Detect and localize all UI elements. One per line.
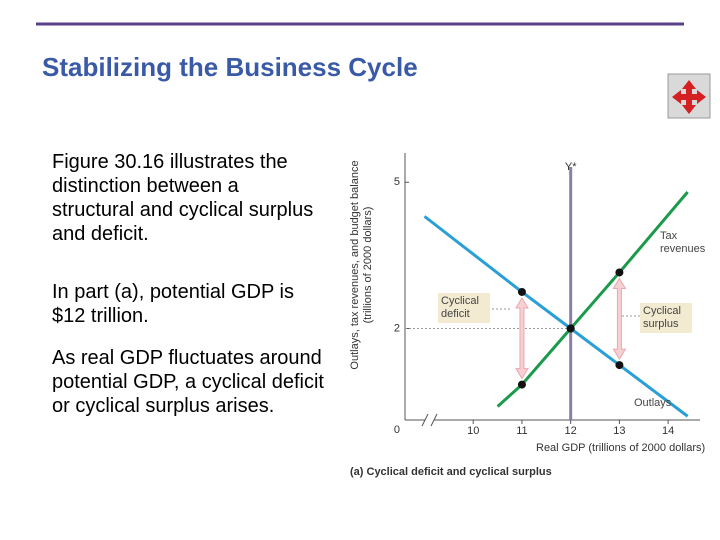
surplus-arrow [612, 277, 627, 361]
y-tick-label: 5 [394, 176, 400, 188]
y-axis-label: Outlays, tax revenues, and budget balanc… [349, 160, 374, 370]
annotation: Cyclical deficit [438, 293, 490, 323]
paragraph: Figure 30.16 illustrates the distinction… [52, 151, 314, 245]
point [517, 287, 526, 296]
potential-label: Y* [565, 161, 577, 173]
series-label: Tax revenues [660, 230, 706, 255]
point [517, 380, 526, 389]
x-tick-label: 13 [613, 425, 625, 437]
annotation: Cyclical surplus [640, 303, 692, 333]
point [566, 324, 575, 333]
x-tick-label: 11 [516, 425, 527, 437]
slide-title: Stabilizing the Business Cycle [42, 52, 418, 82]
paragraph: As real GDP fluctuates around potential … [52, 347, 324, 417]
x-tick-label: 10 [467, 425, 479, 437]
point [615, 361, 624, 370]
paragraph: In part (a), potential GDP is $12 trilli… [52, 281, 294, 327]
caption: (a) Cyclical deficit and cyclical surplu… [350, 466, 552, 478]
point [615, 268, 624, 277]
nav-icon[interactable] [667, 73, 711, 119]
x-tick-label: 12 [565, 425, 577, 437]
y-tick-label: 2 [394, 322, 400, 334]
x-tick-label: 14 [662, 425, 674, 437]
series-label: Outlays [634, 397, 672, 409]
deficit-arrow [515, 296, 529, 380]
x-axis-label: Real GDP (trillions of 2000 dollars) [536, 442, 705, 454]
axis-break [421, 413, 438, 427]
y-tick-label: 0 [394, 424, 400, 436]
series-line [496, 191, 689, 408]
